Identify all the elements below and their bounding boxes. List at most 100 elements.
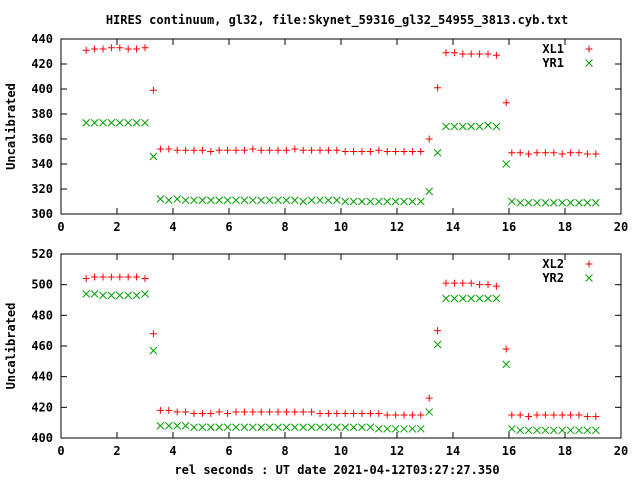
y-tick-label: 400 bbox=[31, 431, 53, 445]
data-point bbox=[132, 118, 141, 127]
data-point bbox=[558, 426, 567, 435]
data-point bbox=[383, 197, 392, 206]
data-point-d2 bbox=[549, 426, 558, 435]
data-point bbox=[550, 149, 558, 157]
data-point bbox=[333, 146, 341, 154]
x-tick-label: 8 bbox=[281, 220, 288, 234]
data-point bbox=[99, 291, 107, 300]
data-point-d2 bbox=[248, 423, 257, 432]
data-point-d2 bbox=[458, 122, 467, 131]
data-point bbox=[459, 50, 467, 58]
data-point-d2 bbox=[274, 423, 282, 432]
legend-label: XL2 bbox=[542, 257, 564, 271]
data-point bbox=[592, 413, 600, 421]
data-point bbox=[82, 290, 91, 298]
data-point-d2 bbox=[475, 294, 484, 303]
data-point-d2 bbox=[149, 152, 158, 161]
data-point-d2 bbox=[115, 291, 124, 300]
data-point-d2 bbox=[408, 197, 417, 206]
data-point bbox=[533, 149, 541, 157]
data-point bbox=[467, 50, 475, 58]
data-point bbox=[299, 146, 307, 154]
data-point bbox=[282, 196, 291, 205]
data-point bbox=[107, 273, 115, 281]
data-point-d2 bbox=[450, 294, 459, 303]
x-tick-label: 6 bbox=[225, 444, 232, 458]
data-point-d2 bbox=[507, 424, 516, 433]
data-point bbox=[541, 149, 549, 157]
data-point-d2 bbox=[575, 426, 583, 435]
x-tick-label: 18 bbox=[558, 444, 572, 458]
data-point bbox=[274, 196, 282, 205]
data-point-d2 bbox=[383, 197, 392, 206]
data-point bbox=[358, 423, 366, 432]
y-axis-label: Uncalibrated bbox=[4, 83, 18, 170]
data-point-d2 bbox=[492, 294, 501, 303]
data-point bbox=[149, 86, 157, 94]
y-tick-label: 400 bbox=[31, 82, 53, 96]
legend-label: XL1 bbox=[542, 42, 564, 56]
data-point bbox=[215, 408, 223, 416]
data-point-d2 bbox=[206, 423, 215, 432]
data-point bbox=[583, 198, 592, 207]
data-point-d2 bbox=[324, 196, 333, 205]
data-point-d2 bbox=[82, 290, 91, 298]
data-point bbox=[467, 122, 476, 131]
data-point-d2 bbox=[484, 121, 492, 130]
data-point-d2 bbox=[566, 426, 575, 435]
data-point-d2 bbox=[124, 291, 133, 300]
data-point bbox=[265, 423, 274, 432]
data-point bbox=[502, 99, 510, 107]
data-point bbox=[190, 146, 198, 154]
data-point bbox=[240, 196, 249, 205]
legend-marker bbox=[585, 45, 593, 53]
data-point bbox=[558, 411, 566, 419]
data-point bbox=[82, 275, 90, 283]
data-point bbox=[433, 148, 442, 157]
data-point-d2 bbox=[124, 118, 133, 127]
data-point bbox=[308, 146, 316, 154]
data-point bbox=[257, 423, 266, 432]
data-point bbox=[198, 423, 207, 432]
data-point bbox=[316, 146, 324, 154]
data-point bbox=[291, 408, 299, 416]
data-point bbox=[417, 148, 425, 155]
legend-marker-d2 bbox=[585, 274, 593, 282]
x-tick-label: 2 bbox=[113, 444, 120, 458]
data-point-d2 bbox=[282, 196, 291, 205]
data-point bbox=[223, 196, 232, 205]
data-point bbox=[181, 421, 190, 430]
data-point bbox=[400, 424, 408, 433]
data-point-d2 bbox=[198, 423, 207, 432]
data-point-d2 bbox=[332, 423, 341, 432]
data-point bbox=[291, 145, 299, 153]
data-point bbox=[450, 279, 458, 287]
data-point bbox=[502, 360, 511, 369]
data-point-d2 bbox=[164, 421, 173, 430]
data-point bbox=[207, 148, 215, 155]
data-point-d2 bbox=[215, 423, 224, 432]
data-point bbox=[450, 49, 458, 57]
x-tick-label: 16 bbox=[502, 444, 516, 458]
data-point bbox=[492, 282, 500, 290]
data-point bbox=[232, 196, 240, 205]
data-point bbox=[591, 426, 600, 435]
data-point-d2 bbox=[442, 122, 450, 131]
data-point-d2 bbox=[502, 160, 511, 168]
data-point-d2 bbox=[374, 197, 383, 206]
data-point-d2 bbox=[341, 423, 350, 432]
data-point bbox=[91, 45, 99, 53]
data-point bbox=[450, 122, 459, 131]
data-point bbox=[467, 279, 475, 287]
data-point bbox=[215, 196, 224, 205]
data-point bbox=[116, 273, 124, 281]
data-point bbox=[533, 411, 541, 419]
data-point-d2 bbox=[265, 423, 274, 432]
data-point-d2 bbox=[181, 421, 190, 430]
x-tick-label: 14 bbox=[446, 444, 460, 458]
data-point-d2 bbox=[549, 198, 558, 207]
data-point bbox=[459, 279, 467, 287]
y-tick-label: 340 bbox=[31, 157, 53, 171]
data-point-d2 bbox=[366, 423, 375, 432]
data-point bbox=[232, 423, 240, 432]
